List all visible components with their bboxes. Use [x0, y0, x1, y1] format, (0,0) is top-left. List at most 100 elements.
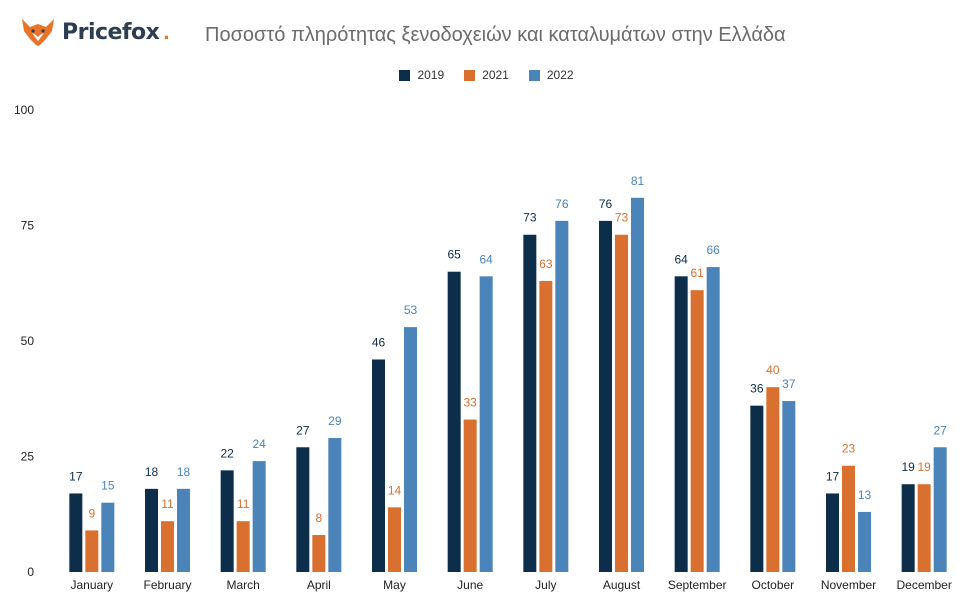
- data-label: 17: [826, 469, 840, 483]
- data-label: 11: [237, 497, 250, 511]
- bar-2019-may: [372, 359, 385, 572]
- bar-2022-july: [555, 220, 569, 572]
- bar-2021-march: [236, 521, 250, 572]
- y-tick-label: 75: [21, 219, 35, 233]
- bar-2019-november: [826, 493, 839, 572]
- data-label: 65: [447, 248, 461, 262]
- bar-2019-december: [901, 484, 915, 572]
- data-label: 40: [766, 363, 780, 377]
- x-tick-label: December: [896, 578, 951, 592]
- data-label: 15: [101, 479, 115, 493]
- data-label: 23: [842, 442, 856, 456]
- brand-dot: .: [163, 19, 170, 44]
- data-label: 73: [615, 211, 629, 225]
- data-label: 8: [315, 511, 322, 525]
- bar-2019-august: [599, 220, 612, 572]
- legend-label: 2022: [546, 68, 574, 82]
- bar-2019-march: [220, 470, 234, 572]
- bar-2019-june: [447, 271, 461, 572]
- bar-2021-september: [690, 290, 704, 572]
- data-label: 61: [690, 266, 704, 280]
- data-label: 19: [901, 460, 915, 474]
- x-tick-label: May: [383, 578, 406, 592]
- x-tick-label: January: [70, 578, 113, 592]
- data-label: 14: [388, 483, 402, 497]
- x-tick-label: February: [143, 578, 191, 592]
- bar-2022-december: [933, 447, 947, 572]
- y-tick-label: 100: [14, 103, 34, 117]
- legend-item-2019: 2019: [399, 66, 444, 84]
- data-label: 76: [599, 197, 613, 211]
- data-label: 27: [296, 423, 310, 437]
- bar-2022-october: [782, 401, 796, 572]
- legend: 2019 2021 2022: [0, 66, 973, 84]
- bar-2022-may: [404, 327, 417, 572]
- x-tick-label: August: [603, 578, 641, 592]
- brand-name: Pricefox: [62, 19, 160, 45]
- legend-swatch: [528, 69, 540, 81]
- bar-2019-october: [750, 405, 764, 572]
- data-label: 76: [555, 197, 569, 211]
- data-label: 64: [479, 252, 493, 266]
- bar-2021-november: [842, 465, 855, 572]
- data-label: 73: [523, 211, 537, 225]
- x-tick-label: April: [307, 578, 331, 592]
- bar-2022-august: [631, 197, 644, 572]
- x-tick-label: October: [751, 578, 794, 592]
- data-label: 81: [631, 174, 645, 188]
- bar-2022-june: [479, 276, 493, 572]
- bar-2019-february: [145, 488, 158, 572]
- data-label: 36: [750, 382, 764, 396]
- x-tick-label: July: [535, 578, 556, 592]
- bar-2021-july: [539, 280, 553, 572]
- x-tick-label: November: [821, 578, 876, 592]
- legend-label: 2019: [417, 68, 445, 82]
- bar-2021-february: [161, 521, 174, 572]
- x-tick-label: September: [668, 578, 727, 592]
- data-label: 37: [782, 377, 796, 391]
- legend-swatch: [464, 69, 476, 81]
- bar-2019-january: [69, 493, 83, 572]
- bar-2019-april: [296, 447, 310, 572]
- bar-2022-january: [101, 502, 115, 572]
- data-label: 17: [69, 469, 83, 483]
- legend-label: 2021: [482, 68, 509, 82]
- data-label: 11: [161, 497, 174, 511]
- legend-item-2022: 2022: [528, 66, 574, 84]
- bar-2022-march: [252, 461, 266, 572]
- bar-2022-april: [328, 438, 342, 572]
- y-tick-label: 0: [27, 565, 34, 579]
- bar-2021-january: [85, 530, 99, 572]
- bar-2021-august: [615, 234, 628, 573]
- data-label: 24: [252, 437, 266, 451]
- legend-item-2021: 2021: [464, 66, 509, 84]
- data-label: 29: [328, 414, 342, 428]
- y-tick-label: 25: [21, 450, 35, 464]
- data-label: 64: [674, 252, 688, 266]
- data-label: 63: [539, 257, 553, 271]
- bar-2019-july: [523, 234, 537, 573]
- data-label: 18: [177, 465, 191, 479]
- x-tick-label: March: [226, 578, 259, 592]
- bar-2021-may: [388, 507, 401, 572]
- bar-2021-december: [917, 484, 931, 572]
- bar-2021-april: [312, 535, 326, 572]
- bar-2022-september: [706, 267, 720, 572]
- y-tick-label: 50: [21, 334, 35, 348]
- bar-2021-june: [463, 419, 477, 572]
- data-label: 53: [404, 303, 418, 317]
- data-label: 9: [88, 506, 95, 520]
- chart-title: Ποσοστό πληρότητας ξενοδοχειών και καταλ…: [205, 24, 786, 46]
- data-label: 46: [372, 335, 386, 349]
- data-label: 33: [463, 396, 477, 410]
- bar-2021-october: [766, 387, 780, 572]
- brand: Pricefox.: [18, 12, 169, 52]
- bar-2019-september: [674, 276, 688, 572]
- data-label: 66: [706, 243, 720, 257]
- legend-swatch: [399, 69, 411, 81]
- data-label: 22: [220, 446, 234, 460]
- fox-logo-icon: [22, 19, 54, 46]
- bar-2022-february: [177, 488, 190, 572]
- data-label: 13: [858, 488, 872, 502]
